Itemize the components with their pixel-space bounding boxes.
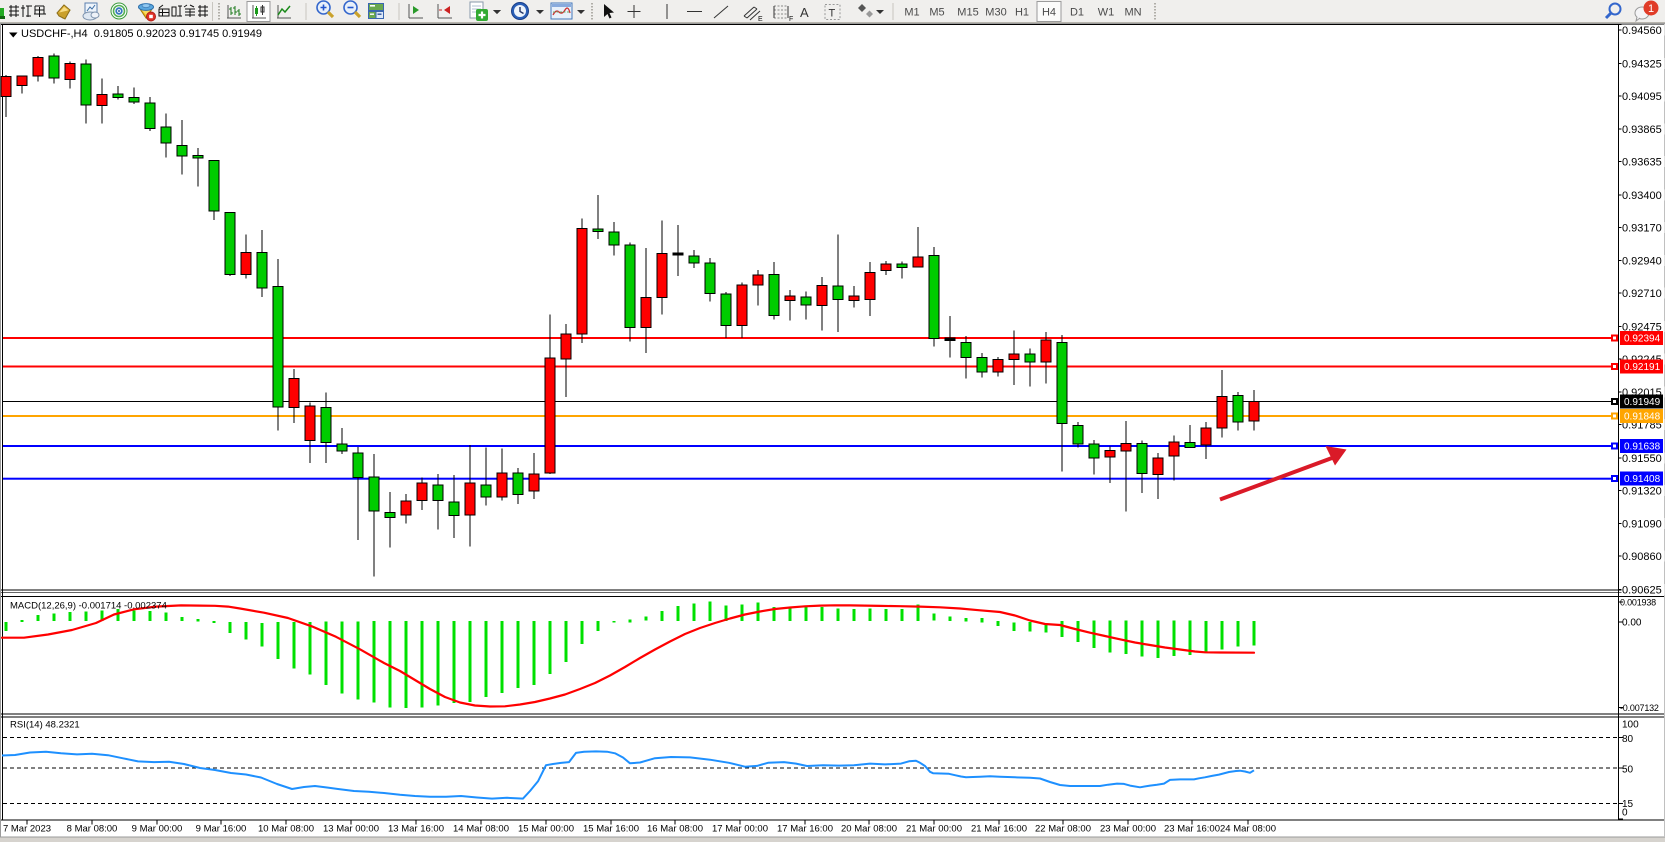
- svg-text:15: 15: [1622, 799, 1634, 810]
- svg-text:21 Mar 16:00: 21 Mar 16:00: [971, 824, 1027, 835]
- svg-text:M15: M15: [957, 7, 978, 19]
- svg-text:1: 1: [1648, 3, 1654, 15]
- svg-text:T: T: [829, 8, 836, 20]
- svg-text:9 Mar 16:00: 9 Mar 16:00: [196, 824, 247, 835]
- svg-text:0.91408: 0.91408: [1624, 474, 1661, 485]
- svg-text:8 Mar 08:00: 8 Mar 08:00: [67, 824, 118, 835]
- svg-text:0.91638: 0.91638: [1624, 442, 1661, 453]
- svg-text:0.94325: 0.94325: [1622, 58, 1662, 70]
- svg-text:50: 50: [1622, 765, 1634, 776]
- svg-text:0.001938: 0.001938: [1620, 598, 1656, 608]
- svg-text:0.92710: 0.92710: [1622, 288, 1662, 300]
- svg-text:0: 0: [1622, 808, 1628, 819]
- svg-text:USDCHF-,H4 0.91805 0.92023 0.: USDCHF-,H4 0.91805 0.92023 0.91745 0.919…: [21, 28, 262, 40]
- svg-text:23 Mar 00:00: 23 Mar 00:00: [1100, 824, 1156, 835]
- svg-text:0.93865: 0.93865: [1622, 124, 1662, 136]
- svg-text:9 Mar 00:00: 9 Mar 00:00: [132, 824, 183, 835]
- svg-text:0.92475: 0.92475: [1622, 322, 1662, 334]
- svg-text:0.91848: 0.91848: [1624, 412, 1661, 423]
- svg-text:16 Mar 08:00: 16 Mar 08:00: [647, 824, 703, 835]
- svg-text:M1: M1: [904, 7, 919, 19]
- svg-text:80: 80: [1622, 734, 1634, 745]
- svg-text:0.93170: 0.93170: [1622, 223, 1662, 235]
- svg-text:0.91550: 0.91550: [1622, 453, 1662, 465]
- svg-text:0.93635: 0.93635: [1622, 157, 1662, 169]
- svg-text:17 Mar 16:00: 17 Mar 16:00: [777, 824, 833, 835]
- svg-text:0.93400: 0.93400: [1622, 190, 1662, 202]
- svg-text:0.94095: 0.94095: [1622, 91, 1662, 103]
- svg-text:13 Mar 00:00: 13 Mar 00:00: [323, 824, 379, 835]
- svg-text:H1: H1: [1015, 7, 1029, 19]
- svg-text:17 Mar 00:00: 17 Mar 00:00: [712, 824, 768, 835]
- svg-text:MACD(12,26,9) -0.001714 -0.002: MACD(12,26,9) -0.001714 -0.002374: [10, 601, 167, 612]
- svg-text:W1: W1: [1098, 7, 1115, 19]
- svg-text:22 Mar 08:00: 22 Mar 08:00: [1035, 824, 1091, 835]
- svg-text:0.00: 0.00: [1622, 618, 1642, 629]
- svg-text:24 Mar 08:00: 24 Mar 08:00: [1220, 824, 1276, 835]
- svg-text:14 Mar 08:00: 14 Mar 08:00: [453, 824, 509, 835]
- svg-text:E: E: [758, 16, 763, 23]
- svg-text:23 Mar 16:00: 23 Mar 16:00: [1164, 824, 1220, 835]
- svg-text:15 Mar 16:00: 15 Mar 16:00: [583, 824, 639, 835]
- svg-text:15 Mar 00:00: 15 Mar 00:00: [518, 824, 574, 835]
- svg-text:H4: H4: [1042, 7, 1056, 19]
- svg-text:0.92940: 0.92940: [1622, 255, 1662, 267]
- svg-text:7 Mar 2023: 7 Mar 2023: [3, 824, 51, 835]
- svg-text:A: A: [800, 5, 809, 20]
- svg-text:10 Mar 08:00: 10 Mar 08:00: [258, 824, 314, 835]
- svg-text:F: F: [789, 16, 793, 23]
- svg-text:13 Mar 16:00: 13 Mar 16:00: [388, 824, 444, 835]
- svg-text:0.90860: 0.90860: [1622, 551, 1662, 563]
- svg-text:100: 100: [1622, 720, 1639, 731]
- svg-text:0.91949: 0.91949: [1624, 397, 1661, 408]
- svg-text:20 Mar 08:00: 20 Mar 08:00: [841, 824, 897, 835]
- svg-text:0.91090: 0.91090: [1622, 518, 1662, 530]
- svg-text:-0.007132: -0.007132: [1620, 703, 1659, 713]
- svg-text:0.90625: 0.90625: [1622, 585, 1662, 597]
- svg-text:RSI(14) 48.2321: RSI(14) 48.2321: [10, 720, 80, 731]
- svg-text:0.94560: 0.94560: [1622, 25, 1662, 37]
- svg-text:M5: M5: [929, 7, 944, 19]
- svg-text:0.92191: 0.92191: [1624, 362, 1661, 373]
- svg-text:MN: MN: [1124, 7, 1141, 19]
- svg-text:0.92394: 0.92394: [1624, 334, 1661, 345]
- svg-text:D1: D1: [1070, 7, 1084, 19]
- svg-text:21 Mar 00:00: 21 Mar 00:00: [906, 824, 962, 835]
- svg-text:M30: M30: [985, 7, 1006, 19]
- svg-text:0.91320: 0.91320: [1622, 486, 1662, 498]
